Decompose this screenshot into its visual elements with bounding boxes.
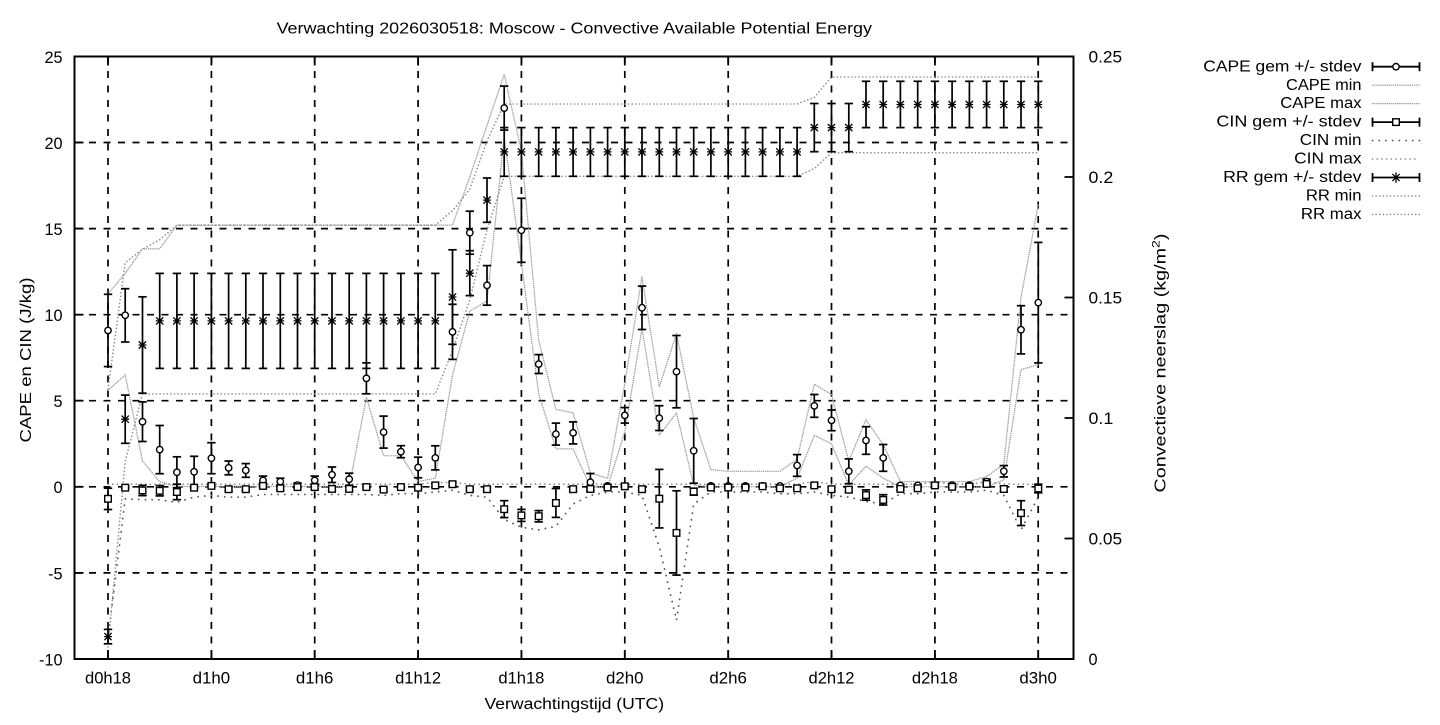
svg-text:CIN gem +/- stdev: CIN gem +/- stdev — [1216, 114, 1361, 131]
svg-text:0.25: 0.25 — [1089, 49, 1123, 67]
svg-text:25: 25 — [44, 49, 62, 67]
svg-text:-5: -5 — [48, 565, 62, 583]
svg-text:RR max: RR max — [1301, 206, 1362, 223]
svg-text:d1h0: d1h0 — [193, 669, 231, 687]
svg-text:Convectieve neerslag (kg/m2): Convectieve neerslag (kg/m2) — [1151, 234, 1170, 493]
svg-text:RR min: RR min — [1306, 188, 1362, 205]
svg-text:-10: -10 — [39, 651, 63, 669]
svg-text:20: 20 — [44, 135, 62, 153]
svg-text:CIN min: CIN min — [1300, 132, 1362, 149]
svg-text:d3h0: d3h0 — [1019, 669, 1057, 687]
svg-text:0.05: 0.05 — [1089, 531, 1123, 549]
svg-text:0.2: 0.2 — [1089, 169, 1114, 187]
svg-text:d2h6: d2h6 — [709, 669, 747, 687]
svg-text:d2h0: d2h0 — [606, 669, 644, 687]
svg-text:Verwachtingstijd (UTC): Verwachtingstijd (UTC) — [485, 696, 665, 713]
svg-text:d1h18: d1h18 — [498, 669, 544, 687]
svg-text:d0h18: d0h18 — [85, 669, 131, 687]
svg-text:0: 0 — [54, 479, 63, 497]
svg-text:d1h12: d1h12 — [395, 669, 441, 687]
svg-text:Verwachting 2026030518: Moscow: Verwachting 2026030518: Moscow - Convect… — [277, 20, 873, 37]
svg-text:CAPE max: CAPE max — [1280, 95, 1362, 112]
svg-text:CAPE en CIN (J/kg): CAPE en CIN (J/kg) — [18, 278, 35, 443]
svg-text:CAPE gem +/- stdev: CAPE gem +/- stdev — [1203, 58, 1362, 75]
svg-text:CIN max: CIN max — [1294, 151, 1362, 168]
svg-text:0: 0 — [1089, 651, 1098, 669]
svg-text:d1h6: d1h6 — [296, 669, 334, 687]
svg-text:5: 5 — [54, 393, 63, 411]
svg-text:10: 10 — [44, 307, 62, 325]
svg-text:CAPE min: CAPE min — [1286, 77, 1362, 94]
svg-text:0.15: 0.15 — [1089, 290, 1123, 308]
svg-text:15: 15 — [44, 221, 62, 239]
svg-text:0.1: 0.1 — [1089, 410, 1114, 428]
svg-text:RR gem +/- stdev: RR gem +/- stdev — [1223, 169, 1362, 186]
svg-text:d2h12: d2h12 — [809, 669, 855, 687]
svg-text:d2h18: d2h18 — [912, 669, 958, 687]
